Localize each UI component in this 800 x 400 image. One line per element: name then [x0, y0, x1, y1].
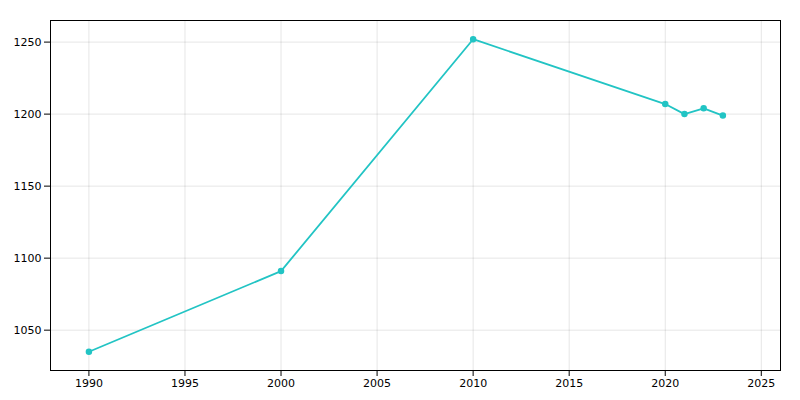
svg-text:2025: 2025	[747, 377, 775, 390]
svg-text:2015: 2015	[555, 377, 583, 390]
svg-text:1990: 1990	[75, 377, 103, 390]
svg-text:2010: 2010	[459, 377, 487, 390]
svg-text:1150: 1150	[14, 180, 42, 193]
svg-text:1100: 1100	[14, 252, 42, 265]
svg-text:1050: 1050	[14, 324, 42, 337]
svg-text:1250: 1250	[14, 36, 42, 49]
svg-text:2020: 2020	[651, 377, 679, 390]
svg-text:2000: 2000	[267, 377, 295, 390]
svg-text:1995: 1995	[171, 377, 199, 390]
svg-text:1200: 1200	[14, 108, 42, 121]
svg-text:2005: 2005	[363, 377, 391, 390]
